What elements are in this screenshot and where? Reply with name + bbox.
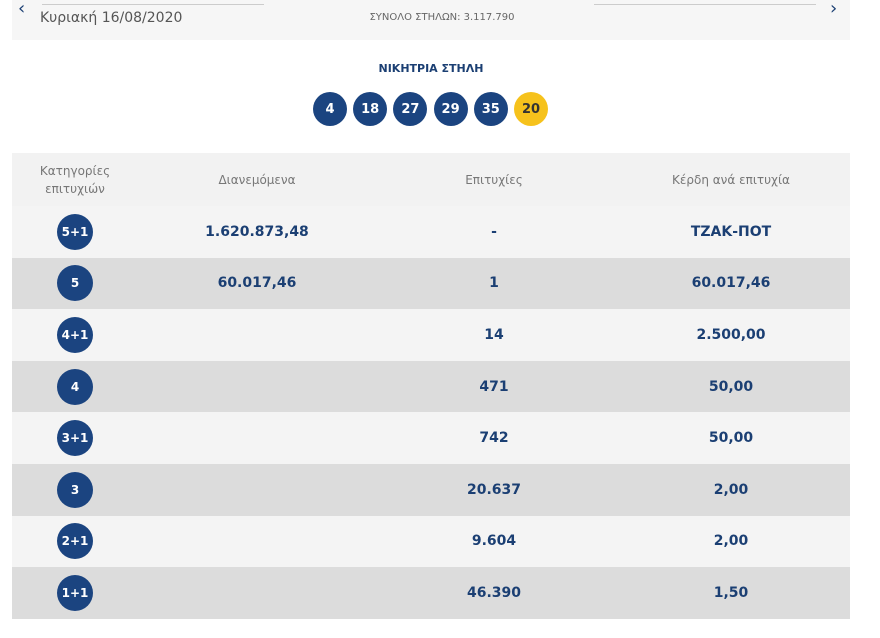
category-badge: 4+1: [57, 316, 93, 353]
table-cell: ΤΖΑΚ-ΠΟΤ: [690, 223, 772, 240]
category-badge: 4: [57, 368, 93, 405]
total-columns: ΣΥΝΟΛΟ ΣΤΗΛΩΝ: 3.117.790: [369, 12, 515, 23]
winning-title: ΝΙΚΗΤΡΙΑ ΣΤΗΛΗ: [378, 62, 484, 75]
category-cell: 2+1: [12, 523, 138, 560]
table-cell: 2.500,00: [696, 326, 766, 343]
category-cell: 3+1: [12, 420, 138, 457]
table-row: 4+1 14 2.500,00: [12, 309, 850, 361]
number-ball: 18: [353, 92, 388, 126]
category-badge: 1+1: [57, 574, 93, 611]
table-cell: 20.637: [466, 481, 522, 498]
table-cell: 14: [484, 326, 504, 343]
category-badge: 3+1: [57, 420, 93, 457]
table-row: 1+1 46.390 1,50: [12, 567, 850, 619]
prize-table: Κατηγορίες επιτυχιών Διανεμόμενα Επιτυχίες…: [12, 153, 850, 619]
table-cell: 46.390: [466, 584, 522, 601]
bonus-ball: 20: [514, 92, 548, 126]
draw-bar: ‹ › Κυριακή 16/08/2020 ΣΥΝΟΛΟ ΣΤΗΛΩΝ: 3.…: [12, 0, 850, 40]
table-cell: 9.604: [471, 533, 517, 550]
header-cell: Διανεμόμενα: [218, 172, 296, 187]
category-badge: 3: [57, 471, 93, 508]
table-cell: 50,00: [708, 378, 754, 395]
prev-arrow[interactable]: ‹: [18, 0, 26, 19]
table-row: 5 60.017,46 1 60.017,46: [12, 257, 850, 310]
category-badge: 2+1: [57, 523, 93, 560]
table-cell: 2,00: [713, 481, 749, 498]
category-badge: 5: [57, 265, 93, 302]
number-ball: 35: [473, 92, 508, 126]
table-cell: 742: [479, 430, 509, 447]
table-cell: 60.017,46: [691, 275, 771, 292]
number-ball: 29: [433, 92, 468, 126]
divider: [42, 4, 264, 5]
table-cell: 50,00: [708, 430, 754, 447]
table-cell: 1,50: [713, 584, 749, 601]
table-cell: -: [491, 223, 497, 240]
table-row: 3 20.637 2,00: [12, 463, 850, 516]
next-arrow[interactable]: ›: [830, 0, 838, 19]
number-ball: 4: [313, 92, 347, 126]
table-cell: 60.017,46: [217, 275, 297, 292]
header-cell: Επιτυχίες: [465, 172, 523, 187]
table-cell: 1: [489, 275, 499, 292]
header-row: Κατηγορίες επιτυχιών Διανεμόμενα Επιτυχίες…: [12, 153, 850, 206]
category-cell: 1+1: [12, 574, 138, 611]
category-badge: 5+1: [57, 213, 93, 250]
table-row: 2+1 9.604 2,00: [12, 515, 850, 568]
table-cell: 471: [479, 378, 509, 395]
table-row: 3+1 742 50,00: [12, 412, 850, 464]
table-cell: 1.620.873,48: [205, 223, 309, 240]
category-cell: 5+1: [12, 213, 138, 250]
category-cell: 4: [12, 368, 138, 405]
header-cell: Κέρδη ανά επιτυχία: [672, 172, 790, 187]
table-cell: 2,00: [713, 533, 749, 550]
category-cell: 3: [12, 471, 138, 508]
category-cell: 4+1: [12, 316, 138, 353]
table-row: 5+1 1.620.873,48 - ΤΖΑΚ-ΠΟΤ: [12, 206, 850, 258]
header-cell: Κατηγορίες επιτυχιών: [39, 163, 111, 196]
divider: [594, 4, 816, 5]
table-row: 4 471 50,00: [12, 360, 850, 413]
number-ball: 27: [393, 92, 428, 126]
draw-date: Κυριακή 16/08/2020: [40, 10, 183, 26]
category-cell: 5: [12, 265, 138, 302]
